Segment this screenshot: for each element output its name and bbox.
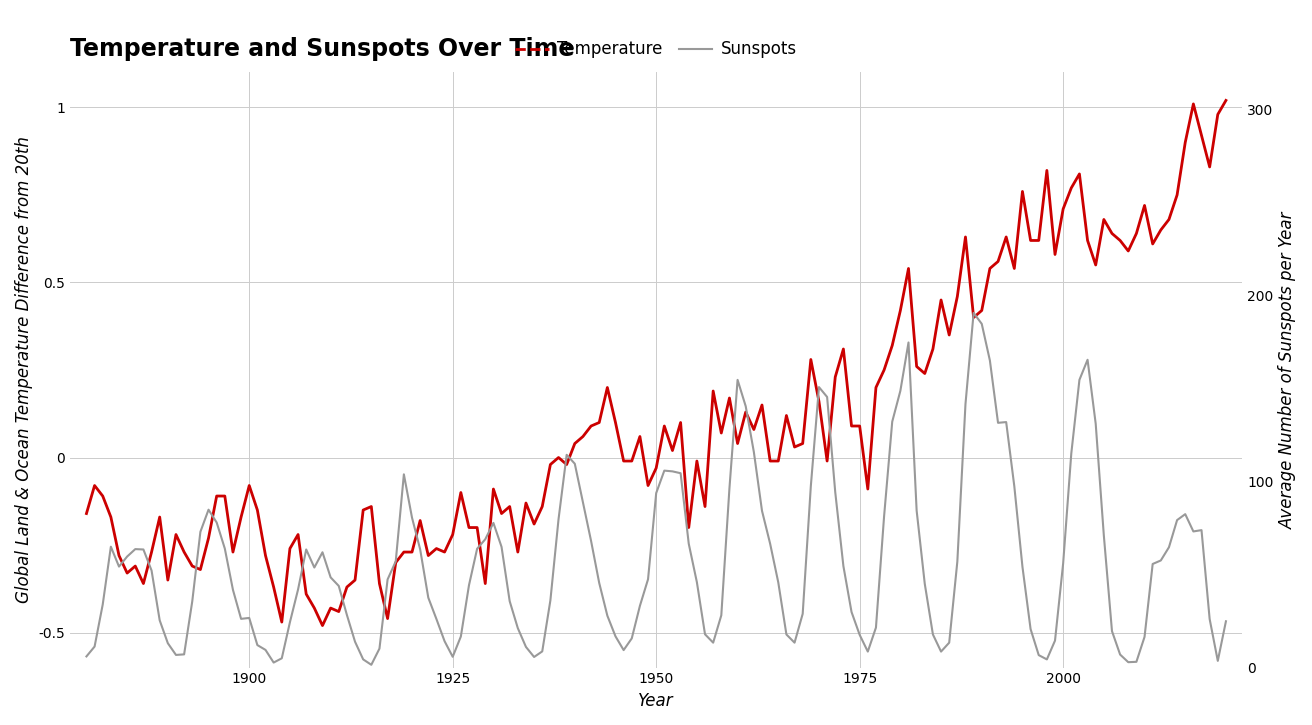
X-axis label: Year: Year	[639, 692, 674, 710]
Y-axis label: Global Land & Ocean Temperature Difference from 20th: Global Land & Ocean Temperature Differen…	[14, 136, 33, 603]
Text: Temperature and Sunspots Over Time: Temperature and Sunspots Over Time	[70, 37, 575, 61]
Legend: Temperature, Sunspots: Temperature, Sunspots	[509, 33, 803, 65]
Y-axis label: Average Number of Sunspots per Year: Average Number of Sunspots per Year	[1279, 211, 1298, 529]
